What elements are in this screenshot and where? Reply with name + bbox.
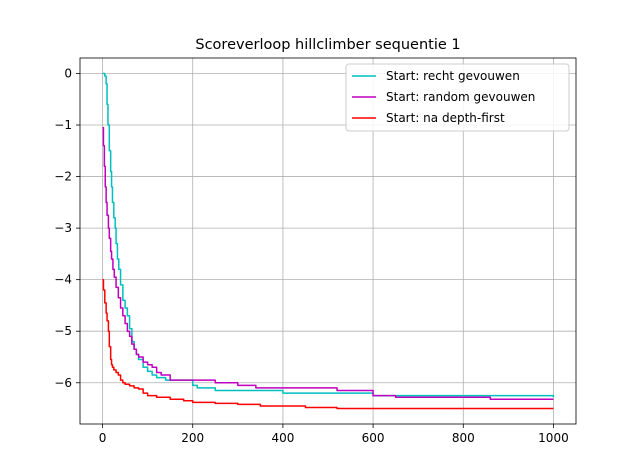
legend-label: Start: na depth-first [386, 111, 505, 125]
series-line-2 [102, 126, 554, 401]
y-tick-label: −6 [54, 376, 72, 390]
y-tick-label: −5 [54, 324, 72, 338]
y-tick-label: −2 [54, 170, 72, 184]
legend: Start: recht gevouwen Start: random gevou… [345, 63, 570, 132]
x-tick-label: 1000 [538, 431, 569, 445]
x-tick-label: 0 [99, 431, 107, 445]
x-tick-label: 200 [181, 431, 204, 445]
x-tick-label: 400 [271, 431, 294, 445]
legend-label: Start: random gevouwen [386, 90, 535, 104]
series-lines [102, 72, 555, 410]
chart-title: Scoreverloop hillclimber sequentie 1 [195, 37, 460, 53]
axis-ticks: 0 200 400 600 800 1000 0 −1 −2 −3 −4 −5 −6 [54, 66, 568, 445]
plot-frame [79, 57, 577, 425]
x-tick-label: 600 [362, 431, 385, 445]
y-tick-label: −4 [54, 273, 72, 287]
series-line-3 [102, 278, 554, 410]
legend-label: Start: recht gevouwen [386, 69, 520, 83]
x-tick-label: 800 [452, 431, 475, 445]
legend-box [345, 63, 570, 132]
y-tick-label: −1 [54, 118, 72, 132]
y-tick-label: −3 [54, 221, 72, 235]
series-line-1 [102, 72, 555, 398]
y-tick-label: 0 [64, 66, 72, 80]
